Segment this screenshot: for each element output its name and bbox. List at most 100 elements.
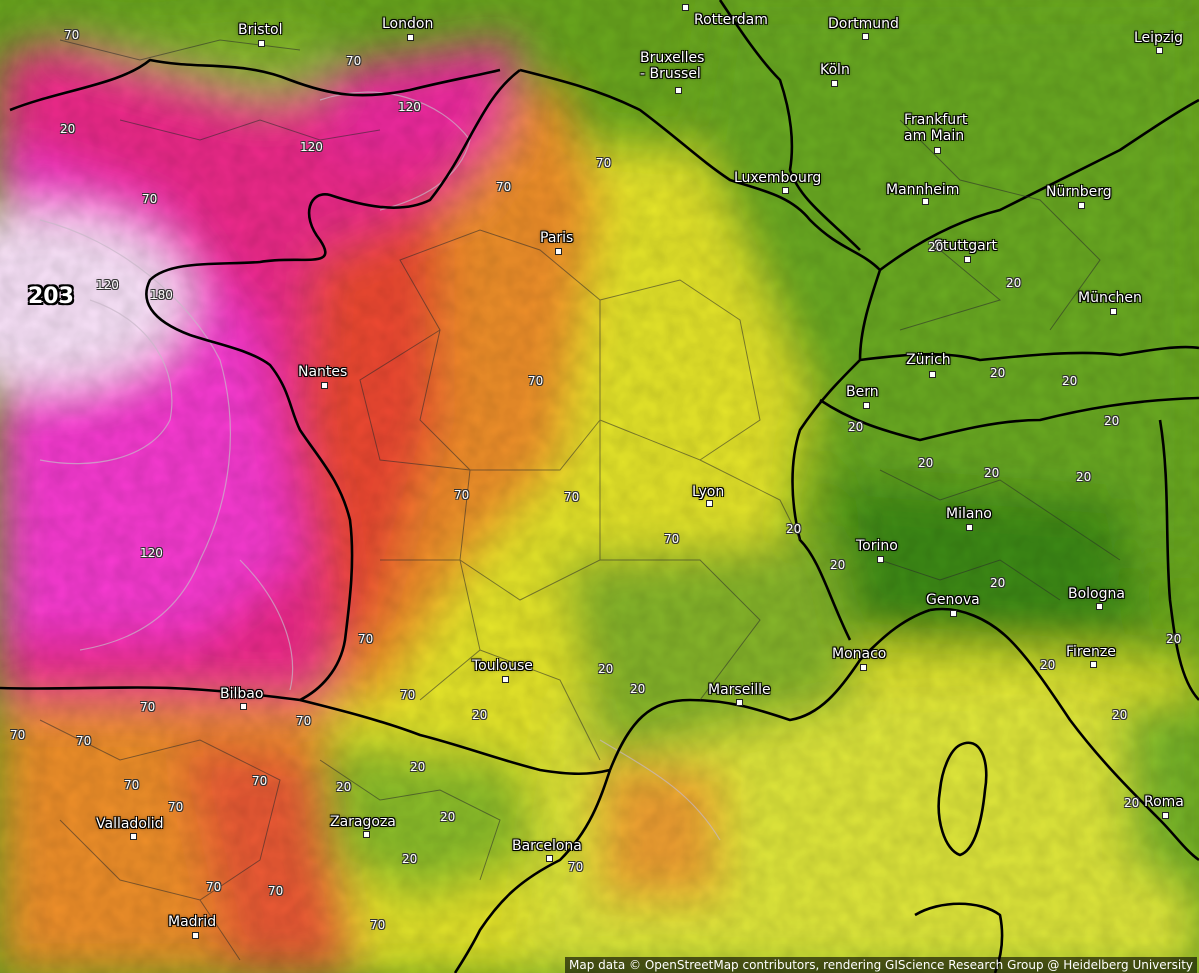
- isoline-label: 20: [598, 662, 614, 676]
- city-label-nurnberg: Nürnberg: [1046, 184, 1112, 200]
- city-label-nantes: Nantes: [298, 364, 348, 380]
- isoline-label: 70: [358, 632, 374, 646]
- isoline-label: 70: [596, 156, 612, 170]
- isoline-label: 20: [984, 466, 1000, 480]
- city-marker-genova: [950, 610, 957, 617]
- isoline-label: 20: [786, 522, 802, 536]
- isoline-label: 70: [564, 490, 580, 504]
- city-marker-firenze: [1090, 661, 1097, 668]
- isoline-label: 20: [1040, 658, 1056, 672]
- city-label-bologna: Bologna: [1068, 586, 1125, 602]
- isoline-label: 20: [336, 780, 352, 794]
- city-label-lyon: Lyon: [692, 484, 725, 500]
- city-marker-lyon: [706, 500, 713, 507]
- isoline-label: 20: [410, 760, 426, 774]
- city-marker-marseille: [736, 699, 743, 706]
- city-marker-dortmund: [862, 33, 869, 40]
- city-label-monaco: Monaco: [832, 646, 887, 662]
- isoline-label: 120: [96, 278, 119, 292]
- isoline-label: 70: [454, 488, 470, 502]
- city-marker-torino: [877, 556, 884, 563]
- city-label-bilbao: Bilbao: [220, 686, 264, 702]
- city-marker-london: [407, 34, 414, 41]
- city-marker-zurich: [929, 371, 936, 378]
- isoline-label: 120: [300, 140, 323, 154]
- city-label-marseille: Marseille: [708, 682, 771, 698]
- city-label-luxembourg: Luxembourg: [734, 170, 822, 186]
- city-label-zurich: Zürich: [906, 352, 951, 368]
- isoline-label: 120: [140, 546, 163, 560]
- isoline-label: 70: [400, 688, 416, 702]
- isoline-label: 70: [568, 860, 584, 874]
- city-label-valladolid: Valladolid: [96, 816, 164, 832]
- city-label-bruxelles: Bruxelles - Brussel: [640, 50, 705, 82]
- city-label-dortmund: Dortmund: [828, 16, 899, 32]
- city-marker-nantes: [321, 382, 328, 389]
- city-label-leipzig: Leipzig: [1134, 30, 1184, 46]
- isoline-label: 20: [1076, 470, 1092, 484]
- isoline-label: 20: [990, 366, 1006, 380]
- isoline-label: 20: [402, 852, 418, 866]
- city-marker-bilbao: [240, 703, 247, 710]
- city-label-barcelona: Barcelona: [512, 838, 582, 854]
- isoline-label: 70: [142, 192, 158, 206]
- isoline-label: 20: [630, 682, 646, 696]
- city-label-paris: Paris: [540, 230, 574, 246]
- city-label-madrid: Madrid: [168, 914, 217, 930]
- isoline-label: 20: [472, 708, 488, 722]
- city-label-koln: Köln: [820, 62, 850, 78]
- city-marker-frankfurt: [934, 147, 941, 154]
- city-label-bern: Bern: [846, 384, 879, 400]
- city-label-firenze: Firenze: [1066, 644, 1116, 660]
- city-label-munchen: München: [1078, 290, 1142, 306]
- isoline-label: 70: [664, 532, 680, 546]
- city-label-stuttgart: Stuttgart: [934, 238, 997, 254]
- city-marker-zaragoza: [363, 831, 370, 838]
- city-marker-munchen: [1110, 308, 1117, 315]
- isoline-label: 20: [60, 122, 76, 136]
- isoline-label: 70: [168, 800, 184, 814]
- max-gust-label: 203: [28, 284, 74, 309]
- city-label-torino: Torino: [856, 538, 898, 554]
- isoline-label: 20: [440, 810, 456, 824]
- isoline-label: 70: [76, 734, 92, 748]
- isoline-label: 20: [1062, 374, 1078, 388]
- isoline-label: 70: [140, 700, 156, 714]
- city-label-milano: Milano: [946, 506, 992, 522]
- map-attribution: Map data © OpenStreetMap contributors, r…: [565, 957, 1197, 973]
- isoline-label: 20: [1124, 796, 1140, 810]
- city-label-roma: Roma: [1144, 794, 1184, 810]
- isoline-label: 20: [1166, 632, 1182, 646]
- isoline-label: 20: [918, 456, 934, 470]
- city-marker-paris: [555, 248, 562, 255]
- city-marker-nurnberg: [1078, 202, 1085, 209]
- city-marker-toulouse: [502, 676, 509, 683]
- isoline-label: 20: [1006, 276, 1022, 290]
- city-marker-milano: [966, 524, 973, 531]
- isoline-label: 70: [268, 884, 284, 898]
- isoline-label: 20: [990, 576, 1006, 590]
- city-label-rotterdam: Rotterdam: [694, 12, 768, 28]
- city-marker-mannheim: [922, 198, 929, 205]
- isoline-label: 180: [150, 288, 173, 302]
- city-marker-monaco: [860, 664, 867, 671]
- city-label-zaragoza: Zaragoza: [330, 814, 396, 830]
- isoline-label: 70: [206, 880, 222, 894]
- city-marker-leipzig: [1156, 47, 1163, 54]
- city-marker-rotterdam: [682, 4, 689, 11]
- isoline-label: 70: [370, 918, 386, 932]
- isoline-label: 70: [10, 728, 26, 742]
- isoline-label: 70: [528, 374, 544, 388]
- isoline-label: 20: [830, 558, 846, 572]
- city-marker-bern: [863, 402, 870, 409]
- city-label-frankfurt: Frankfurt am Main: [904, 112, 968, 144]
- city-marker-valladolid: [130, 833, 137, 840]
- city-label-bristol: Bristol: [238, 22, 283, 38]
- isoline-label: 20: [928, 240, 944, 254]
- city-label-london: London: [382, 16, 434, 32]
- city-label-genova: Genova: [926, 592, 980, 608]
- city-marker-bologna: [1096, 603, 1103, 610]
- isoline-label: 70: [64, 28, 80, 42]
